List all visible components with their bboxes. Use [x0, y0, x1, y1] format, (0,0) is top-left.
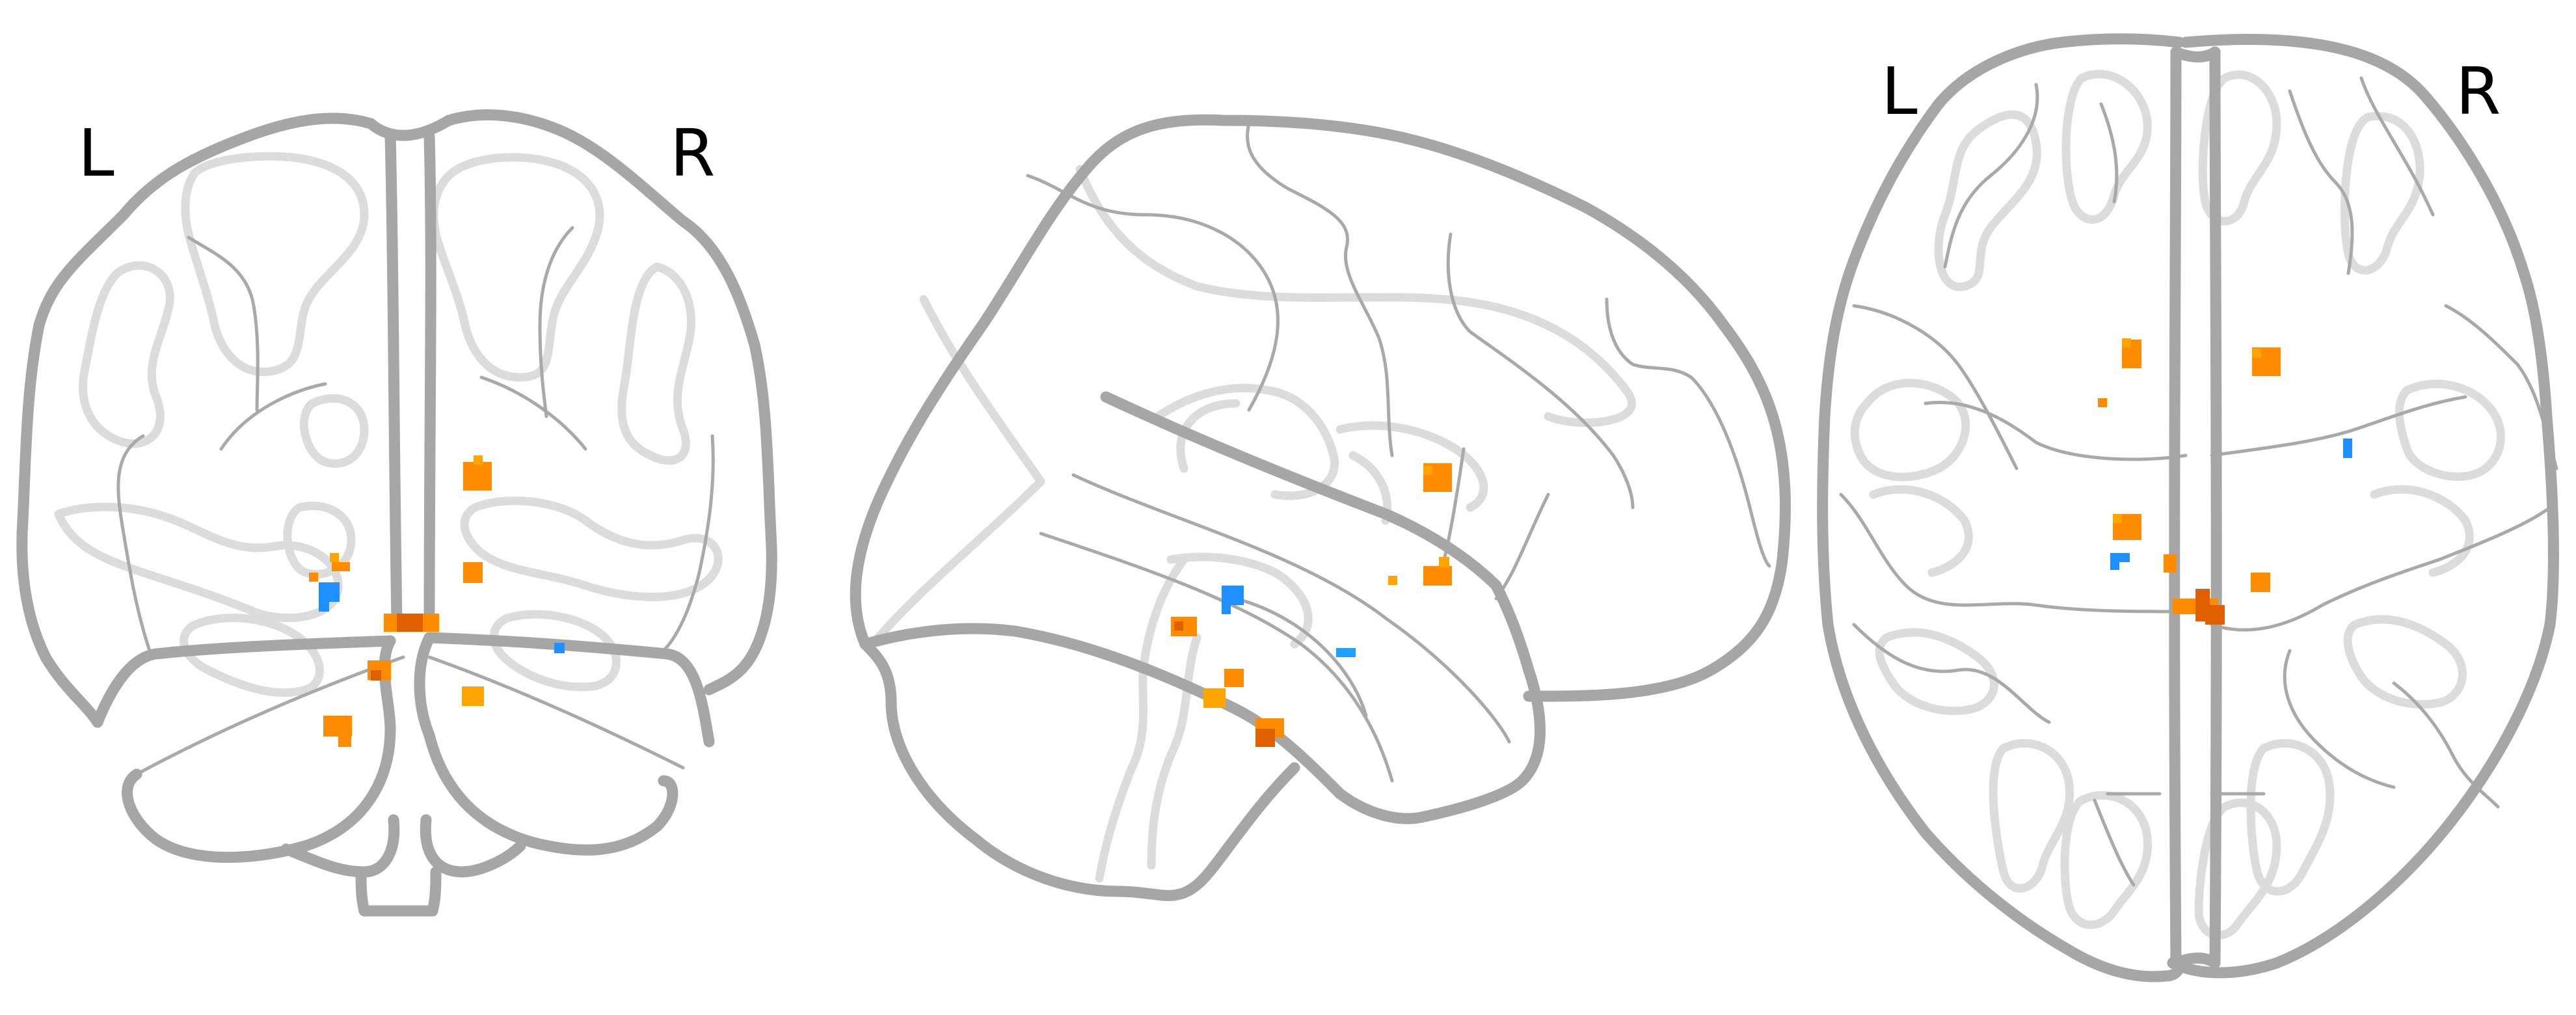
activation-blob: [2122, 338, 2131, 347]
activation-blob: [2252, 349, 2261, 358]
sagittal-gyri-faint: [874, 165, 1636, 883]
sagittal-outline: [850, 114, 1791, 901]
deactivation-blob: [319, 601, 329, 612]
activation-blob: [1423, 566, 1452, 586]
activation-blob: [474, 455, 483, 465]
activation-blob: [1439, 557, 1449, 567]
deactivation-blob: [2110, 553, 2130, 562]
activation-blob: [2251, 573, 2270, 592]
activation-blob: [1388, 576, 1397, 585]
deactivation-blob: [319, 582, 340, 602]
coronal-left-label: L: [78, 115, 114, 191]
axial-view: L R: [1817, 33, 2559, 982]
activation-blob: [338, 734, 351, 747]
activation-blob: [1423, 466, 1432, 475]
activation-blob: [1224, 669, 1244, 687]
deactivation-blob: [1336, 648, 1356, 657]
coronal-view: L R: [16, 109, 777, 917]
deactivation-blob: [2343, 439, 2352, 458]
sagittal-view: [850, 114, 1791, 901]
axial-blobs: [2098, 338, 2352, 625]
axial-right-label: R: [2456, 53, 2501, 129]
activation-blob: [371, 670, 381, 681]
activation-blob: [397, 614, 423, 632]
coronal-outline: [16, 109, 777, 917]
activation-blob: [463, 562, 483, 583]
activation-blob: [1203, 688, 1226, 708]
activation-blob: [309, 573, 318, 582]
coronal-right-label: R: [670, 115, 715, 191]
deactivation-blob: [554, 643, 565, 653]
axial-left-label: L: [1881, 53, 1918, 129]
activation-blob: [2098, 398, 2107, 407]
activation-blob: [2205, 605, 2225, 625]
sagittal-sulci: [1026, 122, 1771, 783]
sagittal-blobs: [1171, 463, 1452, 747]
activation-blob: [323, 716, 352, 737]
activation-blob: [2164, 554, 2177, 573]
activation-blob: [2113, 514, 2122, 523]
activation-blob: [463, 462, 492, 491]
deactivation-blob: [2110, 561, 2119, 570]
activation-blob: [1255, 729, 1275, 747]
activation-blob: [330, 553, 339, 562]
activation-blob: [462, 686, 484, 706]
axial-sulci: [1839, 76, 2558, 887]
coronal-blobs: [309, 455, 565, 747]
axial-gyri-faint: [1850, 70, 2505, 940]
deactivation-blob: [1222, 604, 1231, 614]
activation-blob: [332, 562, 350, 571]
activation-blob: [1174, 621, 1183, 630]
deactivation-blob: [1222, 586, 1244, 605]
axial-outline: [1817, 33, 2559, 982]
coronal-sulci: [116, 226, 715, 776]
